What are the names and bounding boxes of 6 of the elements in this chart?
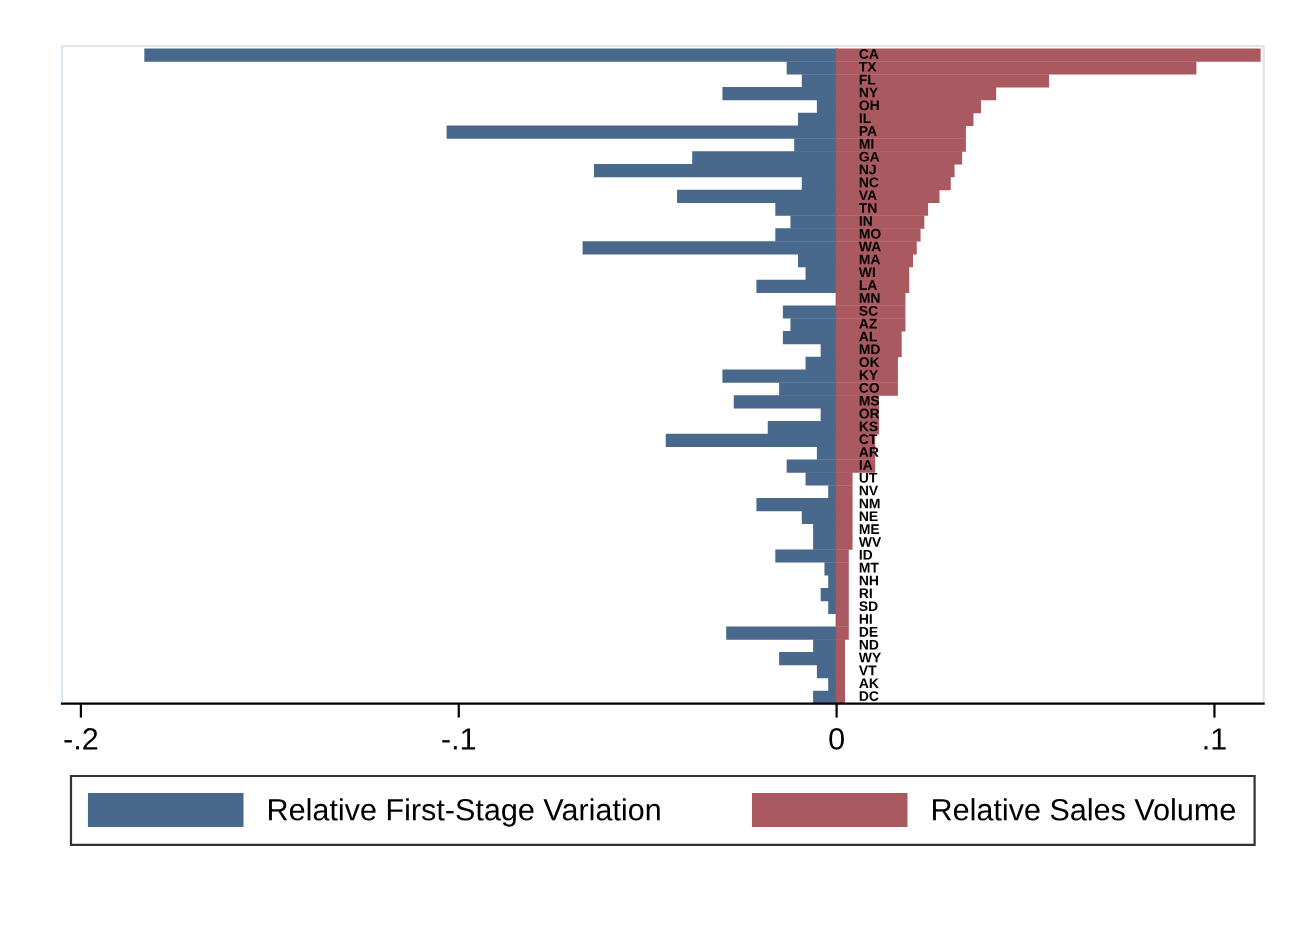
legend-label: Relative First-Stage Variation [269, 798, 660, 827]
x-tick-label: .1 [1204, 728, 1226, 750]
x-tick-label: 0 [829, 728, 844, 750]
x-tick-label: -.2 [64, 728, 98, 750]
x-tick-label: -.1 [442, 728, 476, 750]
legend-label: Relative Sales Volume [933, 798, 1235, 821]
